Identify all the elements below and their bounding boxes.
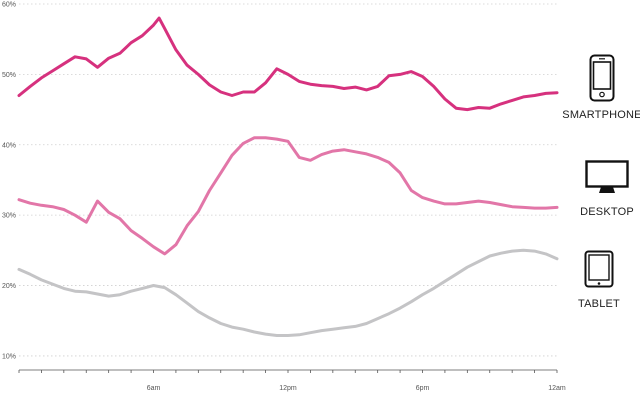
x-tick-label: 12pm bbox=[279, 385, 297, 392]
y-tick-label: 50% bbox=[2, 72, 16, 79]
legend-smartphone: SMARTPHONE bbox=[557, 54, 640, 121]
x-tick-label: 6pm bbox=[416, 385, 430, 392]
y-tick-label: 10% bbox=[2, 353, 16, 360]
series-line-desktop bbox=[17, 136, 559, 256]
legend-label-smartphone: SMARTPHONE bbox=[562, 109, 640, 121]
y-tick-label: 40% bbox=[2, 142, 16, 149]
series-line-smartphone bbox=[17, 16, 559, 112]
y-tick-label: 20% bbox=[2, 283, 16, 290]
legend-desktop: DESKTOP bbox=[562, 160, 640, 218]
x-tick-label: 12am bbox=[548, 385, 566, 392]
series-line-tablet bbox=[17, 248, 559, 337]
y-tick-label: 60% bbox=[2, 2, 16, 9]
legend-label-tablet: TABLET bbox=[578, 298, 620, 310]
x-tick-label: 6am bbox=[147, 385, 161, 392]
desktop-icon bbox=[585, 160, 629, 193]
tablet-icon bbox=[584, 250, 614, 288]
legend-label-desktop: DESKTOP bbox=[580, 206, 634, 218]
smartphone-icon bbox=[589, 54, 615, 102]
legend-tablet: TABLET bbox=[554, 250, 640, 310]
y-tick-label: 30% bbox=[2, 213, 16, 220]
